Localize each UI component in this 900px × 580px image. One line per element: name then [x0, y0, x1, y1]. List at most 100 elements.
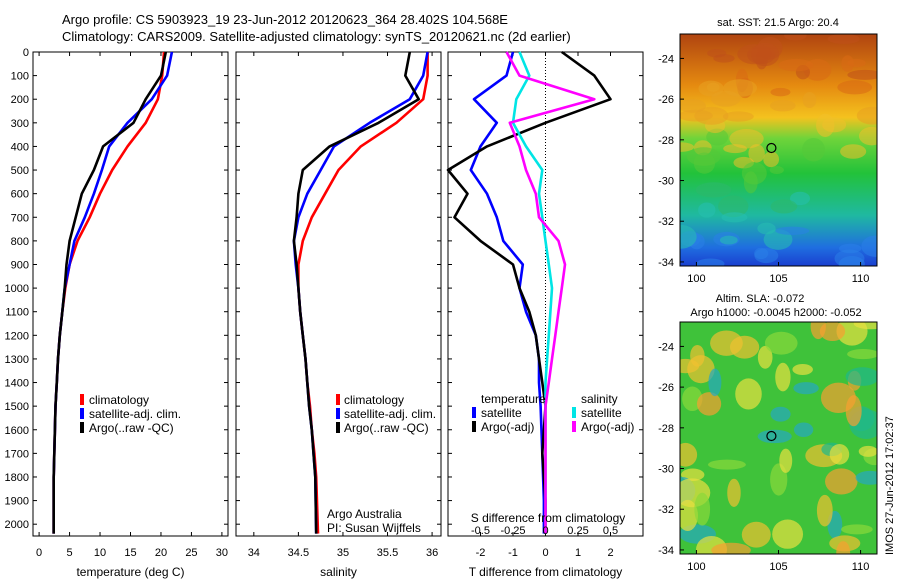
y-tick-label: 1900	[5, 496, 29, 508]
x-tick-label: 15	[124, 547, 136, 559]
side-label: IMOS 27-Jun-2012 17:02:37	[884, 416, 896, 555]
texture-blob	[764, 331, 798, 355]
texture-blob	[793, 382, 819, 395]
texture-blob	[711, 542, 751, 554]
x-tick-label: 36	[426, 547, 438, 559]
texture-blob	[710, 90, 741, 107]
texture-blob	[790, 191, 811, 206]
texture-blob	[741, 521, 771, 548]
series-line	[292, 51, 421, 534]
texture-blob	[822, 117, 847, 133]
texture-blob	[802, 137, 826, 162]
texture-blob	[861, 235, 877, 257]
texture-blob	[840, 144, 867, 159]
texture-blob	[681, 468, 705, 481]
legend-title-salinity: salinity	[581, 392, 618, 406]
x-tick-label: 34.5	[288, 547, 309, 559]
texture-blob	[757, 345, 773, 369]
sst-map: sat. SST: 21.5 Argo: 20.4 100 105 110 -24 -2…	[658, 17, 878, 285]
texture-blob	[719, 235, 738, 245]
y-tick-label: -30	[658, 176, 674, 188]
x-tick-label: 100	[687, 273, 705, 285]
texture-blob	[696, 258, 725, 266]
top-x-tick-label: 0	[542, 525, 548, 537]
y-tick-label: 1300	[5, 354, 29, 366]
x-tick-label: 105	[769, 561, 787, 573]
legend-label: Argo(..raw -QC)	[89, 421, 174, 435]
y-tick-label: -34	[658, 545, 674, 557]
legend-swatch	[336, 422, 340, 433]
texture-blob	[680, 442, 698, 467]
texture-blob	[838, 243, 862, 254]
texture-blob	[845, 367, 877, 386]
texture-blob	[687, 355, 715, 384]
y-tick-label: 700	[11, 212, 29, 224]
legend-swatch	[472, 421, 476, 432]
texture-blob	[772, 519, 804, 549]
texture-blob	[757, 429, 792, 444]
legend-label: satellite	[581, 406, 622, 420]
top-axis-label: S difference from climatology	[471, 511, 626, 525]
chart-title-line2: Climatology: CARS2009. Satellite-adjuste…	[62, 29, 571, 44]
y-tick-label: -32	[658, 504, 674, 516]
x-tick-label: 100	[687, 561, 705, 573]
texture-blob	[708, 368, 722, 397]
texture-blob	[729, 335, 760, 359]
top-x-tick-label: -0.5	[471, 525, 490, 537]
y-tick-label: 1500	[5, 401, 29, 413]
texture-blob	[770, 199, 798, 214]
texture-blob	[770, 406, 791, 422]
y-tick-label: 200	[11, 94, 29, 106]
y-tick-label: 500	[11, 165, 29, 177]
legend-swatch	[80, 408, 84, 419]
texture-blob	[693, 152, 716, 174]
texture-blob	[778, 58, 814, 72]
legend-label: Argo(-adj)	[481, 420, 534, 434]
texture-blob	[816, 494, 833, 527]
y-tick-label: 800	[11, 236, 29, 248]
y-tick-label: 900	[11, 259, 29, 271]
texture-blob	[837, 80, 873, 95]
x-tick-label: 105	[769, 273, 787, 285]
y-tick-label: 1800	[5, 472, 29, 484]
texture-blob	[735, 378, 762, 410]
legend-swatch	[80, 394, 84, 405]
x-tick-label: 2	[607, 547, 613, 559]
texture-blob	[680, 224, 697, 249]
texture-blob	[721, 212, 748, 223]
texture-blob	[741, 162, 767, 185]
texture-blob	[847, 69, 877, 80]
y-tick-label: 300	[11, 118, 29, 130]
y-tick-label: -32	[658, 216, 674, 228]
y-tick-label: 1400	[5, 378, 29, 390]
chart-title-line1: Argo profile: CS 5903923_19 23-Jun-2012 …	[62, 12, 508, 27]
top-x-tick-label: 0.5	[603, 525, 618, 537]
x-axis-label: salinity	[320, 565, 357, 579]
texture-blob	[855, 470, 877, 485]
texture-blob	[841, 55, 855, 72]
texture-blob	[769, 99, 796, 112]
texture-blob	[722, 111, 754, 122]
x-tick-label: 5	[67, 547, 73, 559]
legend-title-temperature: temperature	[481, 392, 546, 406]
texture-blob	[836, 541, 851, 554]
texture-blob	[841, 524, 873, 535]
x-tick-label: 35.5	[377, 547, 398, 559]
y-tick-label: 1600	[5, 425, 29, 437]
legend-swatch	[336, 394, 340, 405]
legend-swatch	[80, 422, 84, 433]
difference-panel: -2 -1 0 1 2 T difference from climatology -0.5…	[446, 50, 644, 579]
legend-label: climatology	[89, 393, 149, 407]
texture-blob	[792, 364, 813, 376]
y-tick-label: 2000	[5, 519, 29, 531]
x-tick-label: 0	[542, 547, 548, 559]
texture-blob	[858, 126, 877, 146]
texture-blob	[751, 42, 780, 67]
x-tick-label: 20	[155, 547, 167, 559]
legend-swatch	[472, 407, 476, 418]
x-tick-label: 10	[94, 547, 106, 559]
x-tick-label: -1	[508, 547, 518, 559]
top-x-tick-label: 0.25	[567, 525, 588, 537]
x-axis-label: temperature (deg C)	[76, 565, 184, 579]
series-line	[469, 51, 546, 534]
